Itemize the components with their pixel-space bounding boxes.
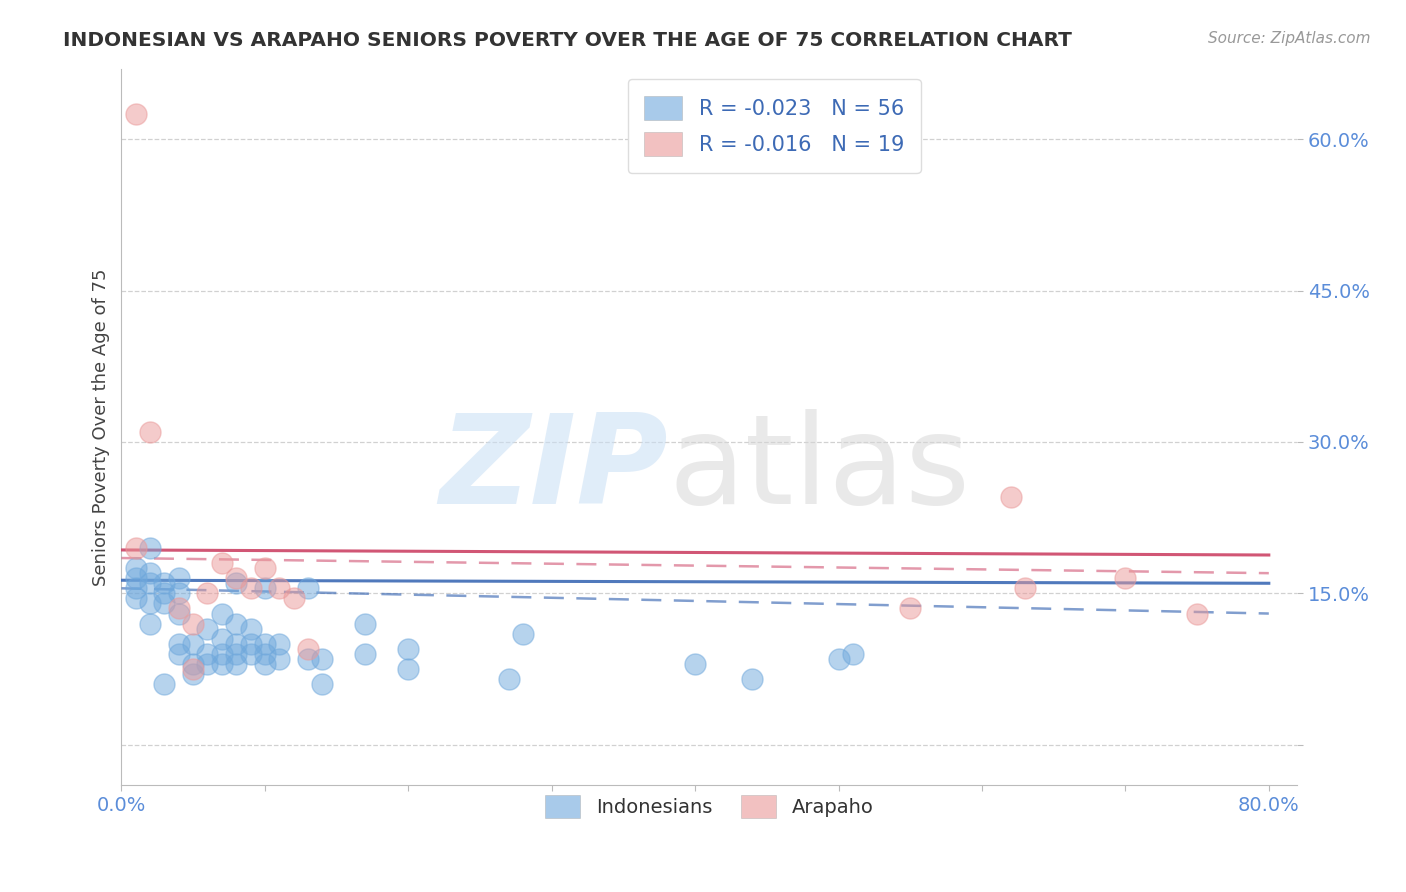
Point: [125, 541, 148, 555]
Point: [253, 582, 276, 596]
Point: [197, 647, 219, 661]
Point: [827, 652, 849, 666]
Point: [125, 591, 148, 606]
Text: INDONESIAN VS ARAPAHO SENIORS POVERTY OVER THE AGE OF 75 CORRELATION CHART: INDONESIAN VS ARAPAHO SENIORS POVERTY OV…: [63, 31, 1073, 50]
Point: [225, 576, 247, 591]
Point: [197, 657, 219, 671]
Point: [1185, 607, 1208, 621]
Point: [211, 647, 233, 661]
Point: [253, 647, 276, 661]
Point: [181, 637, 204, 651]
Point: [396, 662, 419, 676]
Point: [167, 601, 190, 615]
Point: [269, 652, 291, 666]
Point: [125, 571, 148, 585]
Point: [311, 677, 333, 691]
Point: [253, 561, 276, 575]
Point: [283, 591, 305, 606]
Point: [297, 652, 319, 666]
Point: [225, 637, 247, 651]
Text: ZIP: ZIP: [440, 409, 668, 531]
Point: [181, 667, 204, 681]
Point: [211, 657, 233, 671]
Point: [239, 647, 262, 661]
Point: [153, 677, 176, 691]
Point: [269, 582, 291, 596]
Point: [167, 607, 190, 621]
Point: [181, 616, 204, 631]
Point: [197, 586, 219, 600]
Text: Source: ZipAtlas.com: Source: ZipAtlas.com: [1208, 31, 1371, 46]
Point: [225, 647, 247, 661]
Point: [741, 672, 763, 686]
Point: [211, 632, 233, 646]
Point: [253, 637, 276, 651]
Point: [683, 657, 706, 671]
Point: [153, 576, 176, 591]
Point: [898, 601, 921, 615]
Point: [269, 637, 291, 651]
Point: [125, 107, 148, 121]
Point: [225, 657, 247, 671]
Point: [139, 566, 162, 581]
Point: [181, 657, 204, 671]
Point: [311, 652, 333, 666]
Point: [167, 647, 190, 661]
Point: [253, 657, 276, 671]
Point: [225, 571, 247, 585]
Legend: Indonesians, Arapaho: Indonesians, Arapaho: [537, 788, 882, 826]
Point: [1114, 571, 1136, 585]
Point: [139, 576, 162, 591]
Text: atlas: atlas: [668, 409, 970, 531]
Point: [239, 637, 262, 651]
Point: [354, 647, 377, 661]
Y-axis label: Seniors Poverty Over the Age of 75: Seniors Poverty Over the Age of 75: [93, 268, 110, 585]
Point: [197, 622, 219, 636]
Point: [167, 637, 190, 651]
Point: [139, 425, 162, 439]
Point: [239, 582, 262, 596]
Point: [153, 586, 176, 600]
Point: [211, 556, 233, 570]
Point: [181, 662, 204, 676]
Point: [297, 641, 319, 656]
Point: [225, 616, 247, 631]
Point: [1014, 582, 1036, 596]
Point: [354, 616, 377, 631]
Point: [297, 582, 319, 596]
Point: [125, 582, 148, 596]
Point: [842, 647, 865, 661]
Point: [498, 672, 520, 686]
Point: [167, 586, 190, 600]
Point: [512, 626, 534, 640]
Point: [211, 607, 233, 621]
Point: [125, 561, 148, 575]
Point: [396, 641, 419, 656]
Point: [139, 616, 162, 631]
Point: [239, 622, 262, 636]
Point: [1000, 491, 1022, 505]
Point: [153, 597, 176, 611]
Point: [167, 571, 190, 585]
Point: [139, 541, 162, 555]
Point: [139, 597, 162, 611]
